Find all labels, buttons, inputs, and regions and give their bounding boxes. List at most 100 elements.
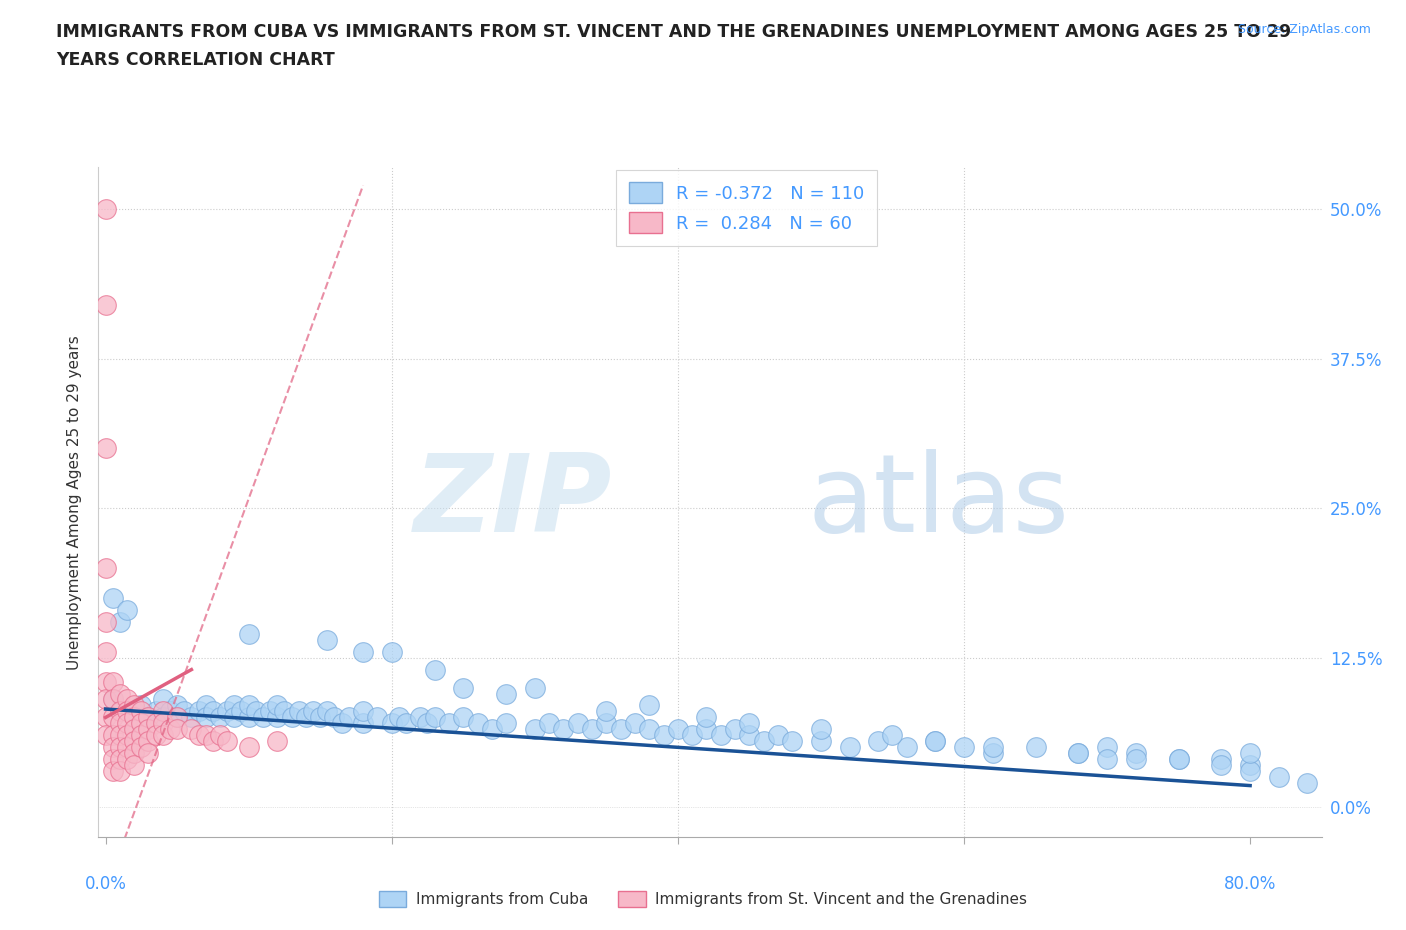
Point xyxy=(94,298,117,312)
Point xyxy=(666,722,689,737)
Point xyxy=(810,734,832,749)
Point xyxy=(122,704,145,719)
Point xyxy=(638,698,661,713)
Point xyxy=(115,704,138,719)
Point xyxy=(352,716,374,731)
Point xyxy=(122,758,145,773)
Point xyxy=(173,704,195,719)
Point xyxy=(451,710,474,724)
Point xyxy=(108,686,131,701)
Point xyxy=(1095,740,1118,755)
Point xyxy=(924,734,946,749)
Point xyxy=(208,710,231,724)
Point xyxy=(388,710,411,724)
Point xyxy=(395,716,418,731)
Point xyxy=(323,710,346,724)
Point xyxy=(152,716,174,731)
Point xyxy=(273,704,295,719)
Point xyxy=(352,644,374,659)
Point xyxy=(1067,746,1090,761)
Point xyxy=(953,740,976,755)
Point xyxy=(266,734,288,749)
Point xyxy=(652,728,675,743)
Point xyxy=(217,704,239,719)
Point xyxy=(145,728,167,743)
Point xyxy=(187,728,209,743)
Point xyxy=(316,704,339,719)
Point xyxy=(101,740,124,755)
Point xyxy=(337,710,360,724)
Point xyxy=(122,734,145,749)
Point xyxy=(115,716,138,731)
Text: 0.0%: 0.0% xyxy=(84,875,127,893)
Point xyxy=(810,722,832,737)
Point xyxy=(138,734,160,749)
Point xyxy=(838,740,860,755)
Point xyxy=(695,710,717,724)
Point xyxy=(108,704,131,719)
Point xyxy=(266,710,288,724)
Point xyxy=(352,704,374,719)
Point xyxy=(224,710,246,724)
Point xyxy=(1125,751,1147,766)
Point xyxy=(309,710,332,724)
Point xyxy=(166,722,188,737)
Point xyxy=(1267,770,1289,785)
Point xyxy=(152,692,174,707)
Point xyxy=(138,746,160,761)
Point xyxy=(981,740,1004,755)
Point xyxy=(553,722,575,737)
Point xyxy=(138,710,160,724)
Point xyxy=(495,716,517,731)
Point xyxy=(115,603,138,618)
Point xyxy=(1296,776,1319,790)
Y-axis label: Unemployment Among Ages 25 to 29 years: Unemployment Among Ages 25 to 29 years xyxy=(67,335,83,670)
Point xyxy=(131,716,153,731)
Point xyxy=(187,704,209,719)
Point xyxy=(94,441,117,456)
Point xyxy=(738,728,761,743)
Point xyxy=(131,740,153,755)
Point xyxy=(495,686,517,701)
Point xyxy=(381,716,404,731)
Point xyxy=(94,674,117,689)
Point xyxy=(152,728,174,743)
Point xyxy=(609,722,631,737)
Point xyxy=(710,728,733,743)
Point xyxy=(366,710,388,724)
Point xyxy=(231,704,253,719)
Point xyxy=(266,698,288,713)
Point xyxy=(131,698,153,713)
Point xyxy=(423,662,446,677)
Point xyxy=(101,728,124,743)
Point xyxy=(302,704,325,719)
Point xyxy=(94,644,117,659)
Text: YEARS CORRELATION CHART: YEARS CORRELATION CHART xyxy=(56,51,335,69)
Point xyxy=(108,740,131,755)
Text: 80.0%: 80.0% xyxy=(1223,875,1277,893)
Point xyxy=(381,644,404,659)
Point xyxy=(245,704,267,719)
Point xyxy=(1125,746,1147,761)
Point xyxy=(115,692,138,707)
Point xyxy=(94,710,117,724)
Point xyxy=(1239,746,1261,761)
Point xyxy=(94,202,117,217)
Point xyxy=(208,728,231,743)
Point xyxy=(882,728,904,743)
Point xyxy=(1024,740,1046,755)
Point xyxy=(238,740,260,755)
Point xyxy=(238,698,260,713)
Point xyxy=(924,734,946,749)
Point xyxy=(1167,751,1189,766)
Point xyxy=(766,728,789,743)
Point xyxy=(152,710,174,724)
Point xyxy=(695,722,717,737)
Point xyxy=(1211,751,1233,766)
Point xyxy=(567,716,589,731)
Point xyxy=(595,704,617,719)
Point xyxy=(122,698,145,713)
Point xyxy=(166,710,188,724)
Point xyxy=(581,722,603,737)
Point xyxy=(131,728,153,743)
